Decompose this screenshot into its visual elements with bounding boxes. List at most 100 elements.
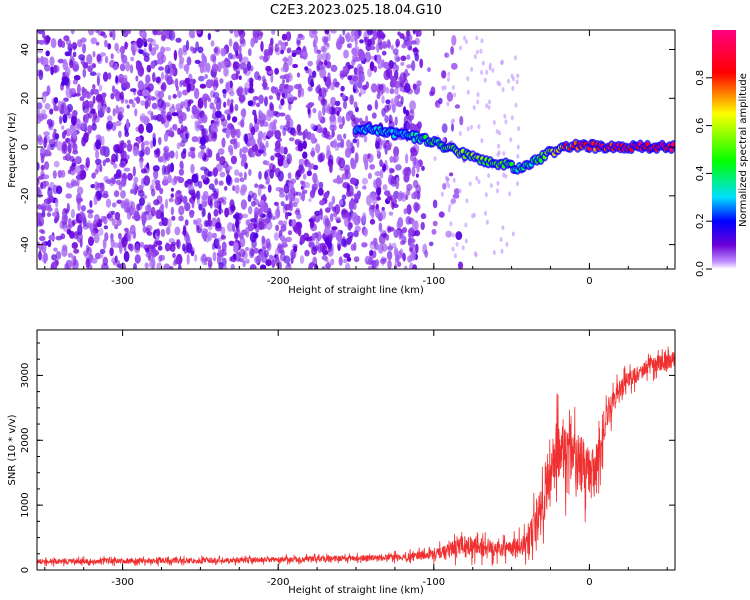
spectrogram-noise-cell: [511, 76, 515, 82]
spectrogram-noise-cell: [121, 30, 126, 35]
spectrogram-noise-cell: [231, 116, 238, 123]
spectrogram-noise-cell: [118, 113, 124, 119]
spectrogram-noise-cell: [150, 60, 156, 69]
spectrogram-noise-cell: [96, 75, 100, 87]
spectrogram-noise-cell: [302, 151, 308, 159]
spectrogram-noise-cell: [285, 114, 291, 122]
spectrogram-noise-cell: [210, 53, 217, 63]
spectrogram-noise-cell: [347, 64, 354, 69]
spectrogram-noise-cell: [180, 124, 184, 134]
spectrogram-noise-cell: [226, 222, 234, 232]
spectrogram-noise-cell: [182, 148, 187, 155]
spectrogram-noise-cell: [102, 238, 107, 250]
spectrogram-noise-cell: [390, 44, 394, 51]
spectrogram-noise-cell: [85, 157, 91, 168]
spectrogram-noise-cell: [121, 150, 127, 159]
spectrogram-noise-cell: [45, 35, 51, 45]
spectrogram-noise-cell: [64, 51, 71, 57]
spectrogram-noise-cell: [322, 98, 326, 105]
spectrogram-noise-cell: [38, 216, 45, 227]
spectrogram-noise-cell: [170, 206, 175, 216]
spectrogram-noise-cell: [45, 50, 50, 57]
spectrogram-noise-cell: [176, 239, 180, 248]
spectrogram-noise-cell: [230, 127, 237, 139]
spectrogram-noise-cell: [322, 234, 327, 240]
spectrogram-noise-cell: [353, 230, 359, 238]
spectrogram-noise-cell: [314, 214, 321, 223]
spectrogram-noise-cell: [481, 60, 485, 66]
spectrogram-noise-cell: [330, 258, 335, 266]
spectrogram-noise-cell: [424, 249, 429, 258]
spectrogram-noise-cell: [126, 139, 131, 145]
spectrogram-noise-cell: [496, 180, 500, 186]
spectrogram-noise-cell: [340, 238, 347, 247]
spectrogram-noise-cell: [76, 193, 82, 205]
spectrogram-noise-cell: [47, 197, 52, 205]
spectrogram-noise-cell: [358, 92, 362, 97]
spectrogram-noise-cell: [376, 30, 383, 40]
spectrogram-noise-cell: [287, 192, 293, 199]
spectrogram-noise-cell: [463, 35, 466, 41]
spectrogram-noise-cell: [324, 217, 330, 227]
spectrogram-noise-cell: [338, 256, 343, 266]
spectrogram-noise-cell: [405, 194, 409, 200]
spectrogram-noise-cell: [213, 86, 217, 91]
spectrogram-noise-cell: [189, 146, 196, 152]
spectrogram-noise-cell: [410, 153, 414, 162]
spectrogram-noise-cell: [70, 208, 75, 219]
spectrogram-noise-cell: [388, 211, 394, 216]
spectrogram-noise-cell: [466, 126, 470, 132]
spectrogram-noise-cell: [501, 87, 505, 93]
spectrogram-noise-cell: [499, 237, 503, 242]
spectrogram-noise-cell: [362, 185, 367, 190]
spectrogram-y-axis-label: Frequency (Hz): [7, 112, 18, 188]
spectrogram-noise-cell: [253, 113, 258, 125]
spectrogram-noise-cell: [46, 207, 53, 212]
spectrogram-noise-cell: [107, 72, 112, 80]
spectrogram-noise-cell: [171, 112, 179, 117]
spectrogram-noise-cell: [342, 65, 348, 73]
spectrogram-noise-cell: [177, 176, 185, 184]
spectrogram-noise-cell: [63, 215, 68, 222]
spectrogram-noise-cell: [139, 159, 144, 169]
spectrogram-noise-cell: [312, 108, 317, 114]
spectrogram-noise-cell: [295, 170, 300, 181]
spectrogram-noise-cell: [37, 204, 42, 210]
spectrogram-noise-cell: [453, 188, 460, 196]
spectrogram-noise-cell: [259, 251, 265, 258]
spectrogram-noise-cell: [207, 212, 212, 222]
spectrogram-noise-cell: [126, 118, 130, 129]
spectrogram-noise-cell: [152, 137, 156, 147]
spectrogram-noise-cell: [334, 216, 341, 221]
spectrogram-noise-cell: [307, 106, 311, 115]
spectrogram-noise-cell: [174, 78, 179, 88]
spectrogram-noise-cell: [285, 236, 292, 243]
spectrogram-noise-cell: [98, 84, 103, 92]
spectrogram-noise-cell: [205, 62, 211, 73]
spectrogram-noise-cell: [332, 124, 337, 131]
spectrogram-noise-cell: [197, 46, 204, 54]
spectrogram-noise-cell: [135, 243, 140, 251]
spectrogram-noise-cell: [169, 162, 175, 173]
spectrogram-noise-cell: [287, 172, 292, 180]
spectrogram-noise-cell: [39, 235, 46, 242]
snr-marks: [37, 346, 675, 568]
spectrogram-noise-cell: [268, 122, 275, 133]
spectrogram-noise-cell: [441, 85, 445, 91]
spectrogram-noise-cell: [156, 58, 164, 65]
spectrogram-noise-cell: [279, 49, 285, 55]
spectrogram-noise-cell: [377, 63, 383, 70]
spectrogram-noise-cell: [259, 55, 264, 60]
spectrogram-noise-cell: [339, 69, 345, 80]
spectrogram-noise-cell: [207, 231, 213, 242]
spectrogram-noise-cell: [349, 35, 356, 43]
spectrogram-noise-cell: [142, 225, 147, 234]
spectrogram-noise-cell: [350, 114, 356, 122]
spectrogram-noise-cell: [196, 224, 200, 231]
spectrogram-noise-cell: [186, 243, 193, 254]
spectrogram-noise-cell: [336, 110, 340, 117]
spectrogram-noise-cell: [152, 30, 159, 34]
spectrogram-noise-cell: [123, 198, 130, 210]
spectrogram-noise-cell: [163, 263, 171, 269]
spectrogram-noise-cell: [76, 118, 81, 129]
